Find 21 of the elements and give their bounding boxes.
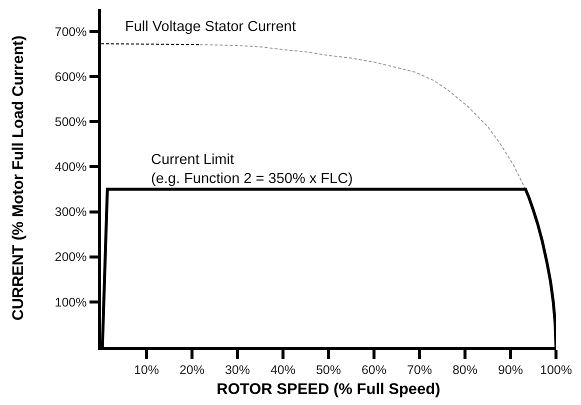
y-tick-label: 600% [54,70,87,84]
y-tick-label: 100% [54,295,87,310]
annotation: Full Voltage Stator Current [125,19,296,35]
y-tick-label: 500% [54,115,87,130]
y-tick-label: 700% [54,24,87,39]
y-tick-label: 200% [54,250,87,264]
x-tick-label: 10% [134,362,160,377]
x-tick-label: 100% [540,362,572,377]
annotation: Current Limit (e.g. Function 2 = 350% x FLC) [151,152,353,187]
x-axis-title: ROTOR SPEED (% Full Speed) [216,381,440,398]
y-tick-label: 300% [54,205,87,220]
x-tick-label: 90% [498,362,524,377]
y-axis-title: CURRENT (% Motor Full Load Current) [10,35,27,321]
x-tick-label: 20% [179,362,205,377]
x-tick-label: 80% [452,362,478,377]
x-tick-label: 30% [224,362,250,377]
x-tick-label: 40% [270,362,296,377]
x-tick-label: 70% [406,362,432,377]
x-tick-label: 50% [316,362,342,377]
x-tick-label: 60% [361,362,387,377]
y-tick-label: 400% [54,160,87,174]
